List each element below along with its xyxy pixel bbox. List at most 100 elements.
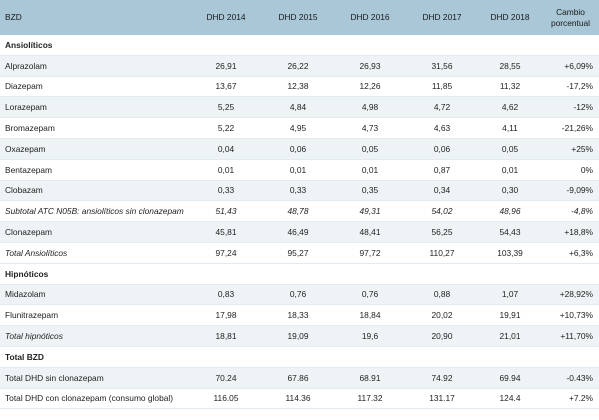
dhd-value-cell: 0,83 bbox=[190, 284, 262, 305]
dhd-value-cell: 117.32 bbox=[334, 388, 406, 409]
dhd-value-cell: 70.24 bbox=[190, 367, 262, 389]
percent-change-cell: +6,3% bbox=[542, 242, 599, 264]
percent-change-cell: -21,26% bbox=[542, 117, 599, 139]
dhd-value-cell: 0,05 bbox=[478, 138, 542, 160]
dhd-value-cell: 19,91 bbox=[478, 304, 542, 326]
dhd-value-cell: 26,91 bbox=[190, 55, 262, 77]
section-title: Hipnóticos bbox=[0, 263, 599, 285]
dhd-value-cell: 56,25 bbox=[406, 221, 478, 243]
dhd-value-cell: 31,56 bbox=[406, 55, 478, 77]
dhd-value-cell: 48,41 bbox=[334, 221, 406, 243]
table-row: Subtotal ATC N05B: ansiolíticos sin clon… bbox=[0, 200, 599, 222]
percent-change-cell: +6,09% bbox=[542, 55, 599, 77]
dhd-value-cell: 97,24 bbox=[190, 242, 262, 264]
row-label: Midazolam bbox=[0, 284, 190, 305]
dhd-value-cell: 4,73 bbox=[334, 117, 406, 139]
percent-change-cell: 0% bbox=[542, 159, 599, 181]
header-dhd-2015: DHD 2015 bbox=[278, 12, 318, 22]
row-label: Total hipnóticos bbox=[0, 325, 190, 347]
table-row: Total Ansiolíticos 97,24 95,27 97,72 110,27 1… bbox=[0, 242, 599, 264]
dhd-value-cell: 1,07 bbox=[478, 284, 542, 305]
dhd-value-cell: 4,11 bbox=[478, 117, 542, 139]
percent-change-cell: -0.43% bbox=[542, 367, 599, 389]
table-row: Diazepam 13,67 12,38 12,26 11,85 11,32 -17,2% bbox=[0, 76, 599, 97]
table-row: Clobazam 0,33 0,33 0,35 0,34 0,30 -9,09% bbox=[0, 180, 599, 201]
percent-change-cell: +18,8% bbox=[542, 221, 599, 243]
dhd-value-cell: 0,04 bbox=[190, 138, 262, 160]
dhd-value-cell: 4,95 bbox=[262, 117, 334, 139]
percent-change-cell: +25% bbox=[542, 138, 599, 160]
table-body: Ansiolíticos Alprazolam 26,91 26,22 26,93 31,… bbox=[0, 35, 599, 409]
header-cambio-porcentual: Cambio porcentual bbox=[550, 6, 591, 28]
row-label: Diazepam bbox=[0, 76, 190, 97]
table-row: Lorazepam 5,25 4,84 4,98 4,72 4,62 -12% bbox=[0, 96, 599, 118]
row-label: Subtotal ATC N05B: ansiolíticos sin clon… bbox=[0, 200, 190, 222]
dhd-value-cell: 20,90 bbox=[406, 325, 478, 347]
dhd-value-cell: 0,01 bbox=[334, 159, 406, 181]
dhd-value-cell: 26,93 bbox=[334, 55, 406, 77]
dhd-value-cell: 0,06 bbox=[262, 138, 334, 160]
dhd-value-cell: 97,72 bbox=[334, 242, 406, 264]
header-bzd: BZD bbox=[5, 12, 22, 22]
dhd-value-cell: 0,33 bbox=[190, 180, 262, 201]
dhd-value-cell: 69.94 bbox=[478, 367, 542, 389]
dhd-value-cell: 5,22 bbox=[190, 117, 262, 139]
dhd-value-cell: 17,98 bbox=[190, 304, 262, 326]
section-header-row: Total BZD bbox=[0, 346, 599, 368]
dhd-value-cell: 46,49 bbox=[262, 221, 334, 243]
percent-change-cell: +7.2% bbox=[542, 388, 599, 409]
table-row: Bentazepam 0,01 0,01 0,01 0,87 0,01 0% bbox=[0, 159, 599, 181]
dhd-value-cell: 95,27 bbox=[262, 242, 334, 264]
dhd-value-cell: 26,22 bbox=[262, 55, 334, 77]
dhd-value-cell: 0,87 bbox=[406, 159, 478, 181]
percent-change-cell: -12% bbox=[542, 96, 599, 118]
dhd-value-cell: 4,62 bbox=[478, 96, 542, 118]
row-label: Oxazepam bbox=[0, 138, 190, 160]
section-title: Total BZD bbox=[0, 346, 599, 368]
dhd-value-cell: 4,63 bbox=[406, 117, 478, 139]
dhd-value-cell: 13,67 bbox=[190, 76, 262, 97]
section-header-row: Hipnóticos bbox=[0, 263, 599, 285]
dhd-value-cell: 0,01 bbox=[190, 159, 262, 181]
dhd-value-cell: 12,26 bbox=[334, 76, 406, 97]
dhd-value-cell: 54,02 bbox=[406, 200, 478, 222]
header-dhd-2018: DHD 2018 bbox=[490, 12, 530, 22]
percent-change-cell: +10,73% bbox=[542, 304, 599, 326]
row-label: Total DHD sin clonazepam bbox=[0, 367, 190, 389]
row-label: Alprazolam bbox=[0, 55, 190, 77]
section-title: Ansiolíticos bbox=[0, 35, 599, 56]
dhd-value-cell: 0,33 bbox=[262, 180, 334, 201]
dhd-value-cell: 5,25 bbox=[190, 96, 262, 118]
table-row: Clonazepam 45,81 46,49 48,41 56,25 54,43 +18,8… bbox=[0, 221, 599, 243]
percent-change-cell: +11,70% bbox=[542, 325, 599, 347]
dhd-value-cell: 124.4 bbox=[478, 388, 542, 409]
header-dhd-2017: DHD 2017 bbox=[422, 12, 462, 22]
dhd-value-cell: 51,43 bbox=[190, 200, 262, 222]
dhd-value-cell: 116.05 bbox=[190, 388, 262, 409]
header-dhd-2014: DHD 2014 bbox=[206, 12, 246, 22]
percent-change-cell: +28,92% bbox=[542, 284, 599, 305]
header-dhd-2016: DHD 2016 bbox=[350, 12, 390, 22]
dhd-value-cell: 0,05 bbox=[334, 138, 406, 160]
dhd-value-cell: 18,84 bbox=[334, 304, 406, 326]
dhd-value-cell: 20,02 bbox=[406, 304, 478, 326]
dhd-value-cell: 131.17 bbox=[406, 388, 478, 409]
table-row: Total DHD con clonazepam (consumo global… bbox=[0, 388, 599, 409]
dhd-value-cell: 0,76 bbox=[334, 284, 406, 305]
section-header-row: Ansiolíticos bbox=[0, 35, 599, 56]
dhd-value-cell: 18,33 bbox=[262, 304, 334, 326]
row-label: Total DHD con clonazepam (consumo global… bbox=[0, 388, 190, 409]
dhd-value-cell: 0,01 bbox=[262, 159, 334, 181]
dhd-value-cell: 48,96 bbox=[478, 200, 542, 222]
dhd-value-cell: 18,81 bbox=[190, 325, 262, 347]
table-row: Flunitrazepam 17,98 18,33 18,84 20,02 19,91 +1… bbox=[0, 304, 599, 326]
row-label: Bentazepam bbox=[0, 159, 190, 181]
dhd-value-cell: 74.92 bbox=[406, 367, 478, 389]
dhd-value-cell: 45,81 bbox=[190, 221, 262, 243]
dhd-value-cell: 0,35 bbox=[334, 180, 406, 201]
dhd-value-cell: 48,78 bbox=[262, 200, 334, 222]
dhd-value-cell: 4,72 bbox=[406, 96, 478, 118]
table-row: Oxazepam 0,04 0,06 0,05 0,06 0,05 +25% bbox=[0, 138, 599, 160]
row-label: Lorazepam bbox=[0, 96, 190, 118]
row-label: Total Ansiolíticos bbox=[0, 242, 190, 264]
